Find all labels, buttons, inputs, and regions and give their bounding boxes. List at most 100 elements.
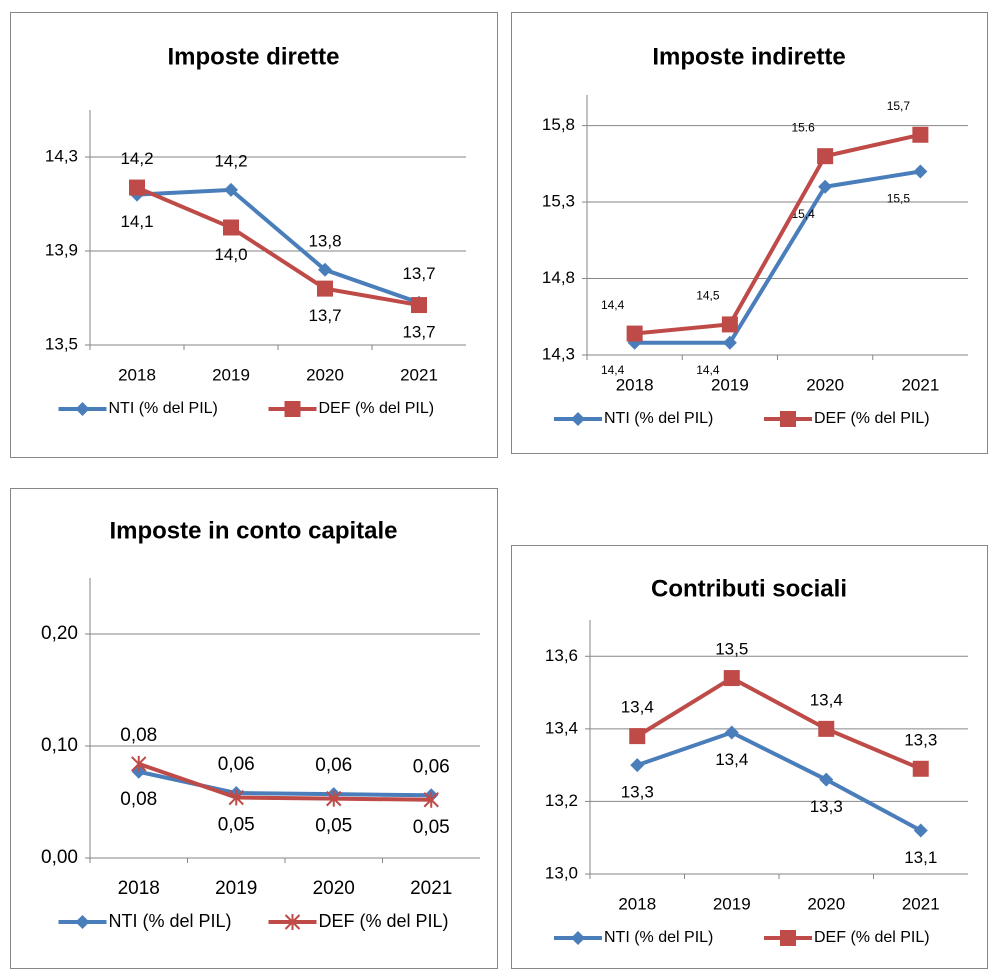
marker [630,758,645,773]
marker [75,915,90,929]
x-tick-label: 2019 [713,894,751,913]
chart-panel: Contributi sociali 13,0 13,2 13,4 13,6 2018 20… [511,545,988,969]
y-tick-label: 14,3 [45,146,78,165]
y-tick-label: 13,4 [545,718,578,737]
x-tick-label: 2018 [118,878,160,899]
marker [284,401,301,417]
marker [423,791,439,808]
marker [326,790,342,807]
data-label: 13,7 [308,306,341,325]
series-line [138,762,432,802]
marker [912,760,929,777]
data-label: 15.6 [791,120,815,134]
y-tick-label: 13,5 [45,334,78,353]
y-tick-label: 13,9 [45,240,78,259]
marker [571,412,585,426]
y-tick-label: 15,8 [542,115,575,134]
x-tick-label: 2019 [212,365,250,384]
data-label: 13,3 [904,730,937,749]
marker [317,280,333,297]
data-label: 13,7 [402,323,435,342]
panel-border [10,12,498,458]
marker [818,179,833,194]
marker [912,126,929,143]
marker [818,720,835,737]
x-tick-label: 2018 [118,365,156,384]
marker [318,262,332,277]
x-tick-label: 2019 [215,878,257,899]
data-label: 0,05 [315,816,352,837]
x-tick-label: 2018 [616,375,654,394]
data-label: 14,4 [696,363,720,377]
data-label: 15,4 [791,207,815,221]
data-label: 0,05 [218,815,255,836]
x-tick-label: 2021 [410,878,452,899]
marker [724,725,739,740]
panel-border [511,545,988,969]
data-label: 14,5 [696,289,720,303]
y-tick-label: 13,6 [545,646,578,665]
data-label: 0,06 [315,755,352,776]
marker [224,182,238,197]
data-label: 15,5 [887,192,911,206]
panel-border [10,488,498,969]
y-tick-label: 14,8 [542,268,575,287]
marker [75,402,90,416]
data-label: 13,3 [621,783,654,802]
data-label: 0,08 [120,725,157,746]
y-tick-label: 15,3 [542,192,575,211]
data-label: 14,2 [214,151,247,170]
series-line [634,132,921,336]
marker [780,930,796,946]
legend-label: DEF (% del PIL) [319,911,449,931]
data-label: 14,4 [601,298,625,312]
chart-title: Imposte indirette [652,43,845,70]
data-label: 15,7 [887,99,911,113]
marker [129,179,145,196]
data-label: 0,08 [120,789,157,810]
data-label: 0,05 [413,817,450,838]
x-tick-label: 2021 [902,894,940,913]
y-tick-label: 13,2 [545,791,578,810]
legend-label: DEF (% del PIL) [319,400,435,417]
marker [817,148,834,165]
series-line [636,675,922,771]
marker [629,728,646,745]
x-tick-label: 2020 [806,375,844,394]
y-tick-label: 0,00 [41,847,78,868]
data-label: 13,4 [621,698,654,717]
marker [411,297,427,314]
x-tick-label: 2021 [901,375,939,394]
marker [913,164,928,179]
y-tick-label: 13,0 [545,863,578,882]
series-line [136,185,420,308]
data-label: 13,7 [402,264,435,283]
chart-title: Contributi sociali [651,575,847,602]
y-tick-label: 14,3 [542,344,575,363]
marker [721,316,738,333]
series-line [636,730,922,833]
marker [571,931,585,945]
marker [722,335,737,350]
legend-label: DEF (% del PIL) [814,410,930,427]
data-label: 0,06 [413,756,450,777]
chart-title: Imposte in conto capitale [109,517,397,544]
marker [913,823,928,838]
legend-label: NTI (% del PIL) [604,929,713,946]
data-label: 13,4 [810,690,843,709]
data-label: 13,5 [715,640,748,659]
marker [284,914,301,930]
legend-label: NTI (% del PIL) [109,911,232,931]
x-tick-label: 2020 [807,894,845,913]
data-label: 0,06 [218,754,255,775]
data-label: 13,4 [715,750,748,769]
x-tick-label: 2021 [400,365,438,384]
data-label: 14,2 [120,149,153,168]
data-label: 14,0 [214,245,247,264]
x-tick-label: 2020 [313,878,355,899]
marker [626,325,643,342]
data-label: 13,3 [810,797,843,816]
series-line [634,169,921,345]
chart-title: Imposte dirette [167,43,339,70]
